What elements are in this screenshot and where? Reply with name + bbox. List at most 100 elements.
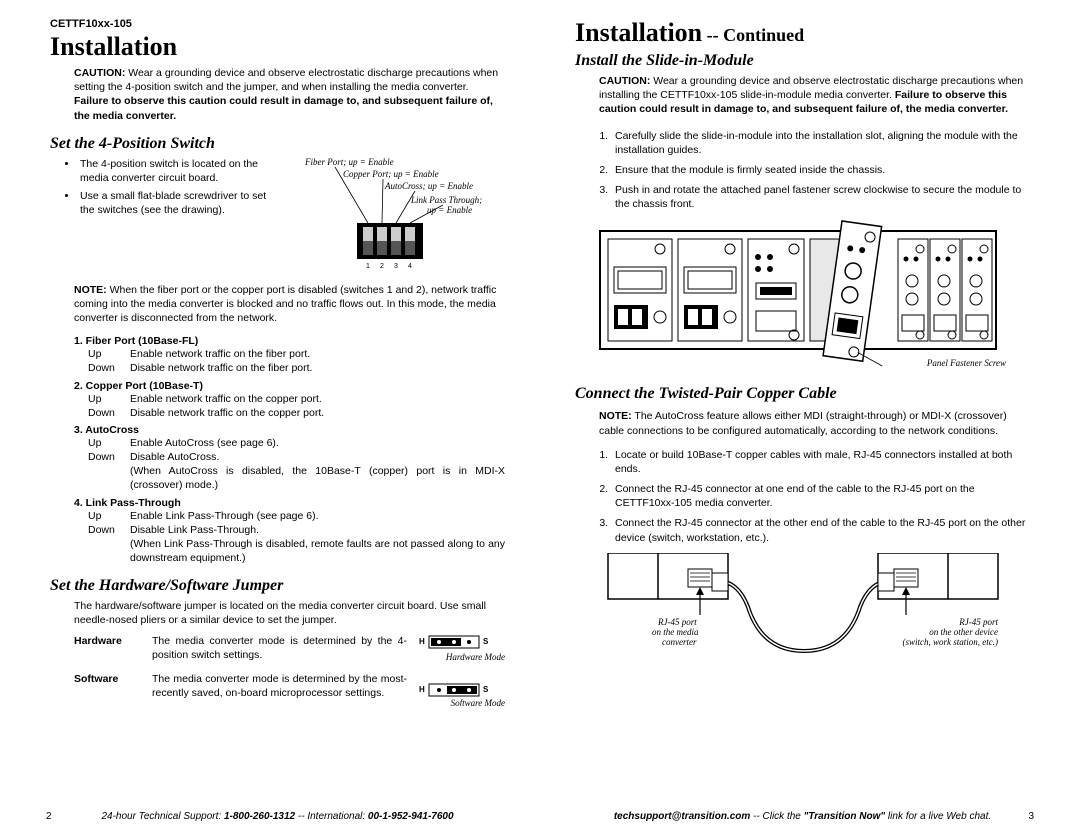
chassis-diagram: Panel Fastener Screw	[598, 219, 1008, 369]
dip-label-3: AutoCross; up = Enable	[384, 181, 473, 191]
jumper-intro: The hardware/software jumper is located …	[50, 599, 505, 627]
switch-position	[88, 537, 130, 565]
note-text: The AutoCross feature allows either MDI …	[599, 410, 1007, 436]
switch-row: (When AutoCross is disabled, the 10Base-…	[74, 464, 505, 492]
switch-bullet: The 4-position switch is located on the …	[78, 157, 283, 185]
caution-lead: CAUTION:	[599, 75, 650, 87]
caution-block: CAUTION: Wear a grounding device and obs…	[50, 66, 505, 123]
page-right: Installation -- Continued Install the Sl…	[540, 0, 1080, 834]
note-lead: NOTE:	[599, 410, 632, 422]
footer-text: link for a live Web chat.	[885, 811, 991, 822]
caution-bold: Failure to observe this caution could re…	[74, 95, 493, 121]
switch-position: Down	[88, 450, 130, 464]
jumper-hardware-diagram: H S Hardware Mode	[419, 634, 505, 668]
footer-text: 24-hour Technical Support:	[101, 811, 224, 822]
cable-left-label: RJ-45 port	[657, 617, 697, 627]
svg-text:S: S	[483, 685, 489, 694]
switch-row: UpEnable network traffic on the copper p…	[74, 392, 505, 406]
page-number: 2	[46, 811, 52, 822]
switch-position: Up	[88, 509, 130, 523]
cable-left-label: on the media	[652, 627, 699, 637]
switch-bullets: The 4-position switch is located on the …	[50, 157, 283, 277]
switch-desc: Enable network traffic on the fiber port…	[130, 347, 310, 361]
step: Push in and rotate the attached panel fa…	[611, 183, 1030, 211]
switch-position: Up	[88, 392, 130, 406]
jumper-label: Software	[74, 672, 152, 710]
switch-item-title: 3. AutoCross	[74, 424, 505, 436]
footer-text: -- Click the	[750, 811, 803, 822]
switch-desc: (When AutoCross is disabled, the 10Base-…	[130, 464, 505, 492]
switch-note: NOTE: When the fiber port or the copper …	[50, 283, 505, 326]
switch-desc: Enable network traffic on the copper por…	[130, 392, 322, 406]
step: Connect the RJ-45 connector at one end o…	[611, 482, 1030, 510]
caution-block: CAUTION: Wear a grounding device and obs…	[575, 74, 1030, 117]
caution-text: Wear a grounding device and observe elec…	[74, 67, 498, 93]
switch-desc: Disable Link Pass-Through.	[130, 523, 259, 537]
dip-num: 1	[366, 263, 370, 270]
cable-diagram: RJ-45 port on the media converter RJ-45 …	[598, 553, 1008, 673]
footer-email: techsupport@transition.com	[614, 811, 750, 822]
dip-label-2: Copper Port; up = Enable	[343, 169, 439, 179]
switch-desc: (When Link Pass-Through is disabled, rem…	[130, 537, 505, 565]
panel-fastener-label: Panel Fastener Screw	[925, 358, 1005, 368]
title-main: Installation	[575, 18, 702, 47]
jumper-label: Hardware	[74, 634, 152, 672]
page-title: Installation	[50, 32, 505, 62]
footer-right: techsupport@transition.com -- Click the …	[575, 811, 1030, 822]
switch-position: Down	[88, 361, 130, 375]
cable-steps: Locate or build 10Base-T copper cables w…	[575, 448, 1030, 545]
section-title-jumper: Set the Hardware/Software Jumper	[50, 577, 505, 595]
step: Carefully slide the slide-in-module into…	[611, 129, 1030, 157]
footer-phone: 1-800-260-1312	[224, 811, 295, 822]
dip-num: 3	[394, 263, 398, 270]
section-title-switch: Set the 4-Position Switch	[50, 135, 505, 153]
section-title-slidein: Install the Slide-in-Module	[575, 52, 1030, 70]
jumper-row-software: Software The media converter mode is det…	[50, 672, 505, 710]
dip-switch-diagram: Fiber Port; up = Enable Copper Port; up …	[295, 157, 505, 277]
footer-phone: 00-1-952-941-7600	[368, 811, 454, 822]
dip-label-4a: Link Pass Through;	[410, 195, 482, 205]
switch-item-title: 1. Fiber Port (10Base-FL)	[74, 335, 505, 347]
switch-row: UpEnable AutoCross (see page 6).	[74, 436, 505, 450]
step: Locate or build 10Base-T copper cables w…	[611, 448, 1030, 476]
switch-desc: Disable network traffic on the copper po…	[130, 406, 324, 420]
switch-row: (When Link Pass-Through is disabled, rem…	[74, 537, 505, 565]
switch-position: Down	[88, 523, 130, 537]
note-text: When the fiber port or the copper port i…	[74, 284, 496, 324]
jumper-text: The media converter mode is determined b…	[152, 672, 419, 710]
switch-item-title: 4. Link Pass-Through	[74, 497, 505, 509]
switch-row: DownDisable Link Pass-Through.	[74, 523, 505, 537]
page-number: 3	[1028, 811, 1034, 822]
switch-row: DownDisable AutoCross.	[74, 450, 505, 464]
jumper-row-hardware: Hardware The media converter mode is det…	[50, 634, 505, 672]
jumper-mode-label: Hardware Mode	[445, 652, 505, 662]
dip-label-1: Fiber Port; up = Enable	[304, 157, 394, 167]
switch-desc: Enable Link Pass-Through (see page 6).	[130, 509, 319, 523]
jumper-software-diagram: H S Software Mode	[419, 672, 505, 706]
cable-right-label: (switch, work station, etc.)	[902, 637, 998, 647]
switch-desc: Enable AutoCross (see page 6).	[130, 436, 279, 450]
title-continued: -- Continued	[702, 25, 804, 45]
footer-link-name: "Transition Now"	[804, 811, 886, 822]
caution-lead: CAUTION:	[74, 67, 125, 79]
cable-left-label: converter	[662, 637, 697, 647]
cable-right-label: RJ-45 port	[958, 617, 998, 627]
dip-num: 2	[380, 263, 384, 270]
svg-text:S: S	[483, 637, 489, 646]
slidein-steps: Carefully slide the slide-in-module into…	[575, 129, 1030, 212]
svg-text:H: H	[419, 685, 425, 694]
dip-num: 4	[408, 263, 412, 270]
switch-row: DownDisable network traffic on the fiber…	[74, 361, 505, 375]
switch-position: Down	[88, 406, 130, 420]
section-title-cable: Connect the Twisted-Pair Copper Cable	[575, 385, 1030, 403]
cable-right-label: on the other device	[929, 627, 998, 637]
switch-position: Up	[88, 347, 130, 361]
switch-position: Up	[88, 436, 130, 450]
switch-row: UpEnable network traffic on the fiber po…	[74, 347, 505, 361]
switch-desc: Disable network traffic on the fiber por…	[130, 361, 312, 375]
note-lead: NOTE:	[74, 284, 107, 296]
switch-row: UpEnable Link Pass-Through (see page 6).	[74, 509, 505, 523]
switch-item-title: 2. Copper Port (10Base-T)	[74, 380, 505, 392]
switch-row: DownDisable network traffic on the coppe…	[74, 406, 505, 420]
cable-note: NOTE: The AutoCross feature allows eithe…	[575, 409, 1030, 437]
